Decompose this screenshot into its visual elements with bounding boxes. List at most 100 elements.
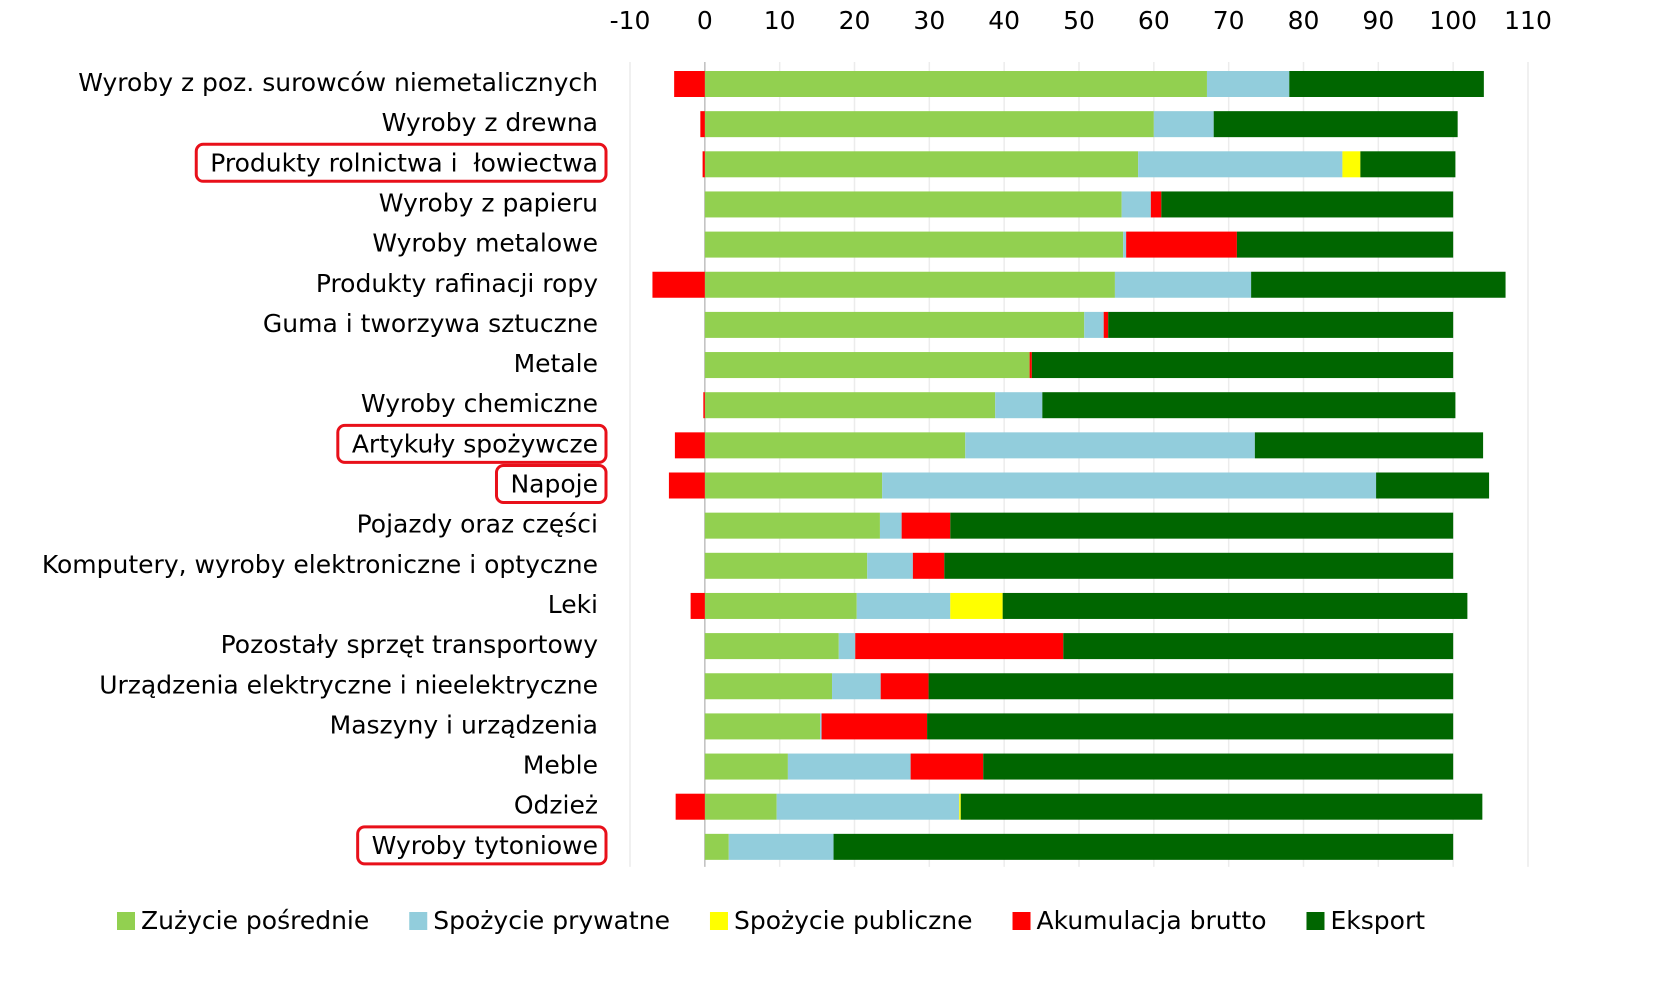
x-tick-label: -10 (610, 6, 651, 35)
bar-segment (704, 191, 1122, 218)
legend-label: Akumulacja brutto (1037, 906, 1267, 935)
bar-segment (1161, 191, 1454, 218)
bar-segment (704, 552, 868, 579)
bar-segment (882, 472, 1377, 499)
bar-segment (821, 713, 928, 740)
x-tick-label: 20 (839, 6, 871, 35)
x-tick-label: 50 (1063, 6, 1095, 35)
bar-segment (1206, 71, 1290, 97)
highlight-box (356, 825, 608, 866)
y-tick-label: Maszyny i urządzenia (330, 710, 598, 739)
bar-segment (704, 673, 833, 700)
x-tick-label: 70 (1213, 6, 1245, 35)
bar-segment (704, 753, 788, 780)
y-tick-label: Produkty rolnictwa i łowiectwa (210, 148, 598, 177)
bar-segment (1002, 592, 1468, 619)
y-tick-label: Wyroby z papieru (379, 188, 598, 217)
legend-swatch (409, 912, 428, 930)
bar-segment (1236, 231, 1454, 258)
legend-label: Eksport (1330, 906, 1425, 935)
bar-segment (1342, 151, 1361, 178)
legend-swatch (1012, 912, 1031, 930)
bar-segment (703, 392, 705, 419)
bar-segment (728, 833, 834, 860)
y-tick-label: Komputery, wyroby elektroniczne i optycz… (42, 550, 598, 579)
bar-segment (704, 271, 1115, 298)
bar-segment (704, 512, 880, 539)
bar-segment (995, 392, 1043, 419)
bar-segment (856, 592, 951, 619)
bar-segment (704, 231, 1124, 258)
highlight-box (494, 464, 608, 504)
bar-segment (704, 432, 966, 459)
bar-segment (1360, 151, 1456, 178)
y-tick-label: Wyroby tytoniowe (372, 831, 598, 860)
bar-segment (1213, 111, 1458, 138)
bar-segment (1121, 191, 1151, 218)
y-tick-label: Odzież (514, 791, 598, 820)
bar-segment (832, 673, 881, 700)
y-tick-label: Guma i tworzywa sztuczne (263, 309, 598, 338)
highlight-box (194, 142, 608, 183)
bar-segment (1126, 231, 1237, 258)
legend-label: Spożycie prywatne (433, 906, 670, 935)
bar-segment (879, 512, 902, 539)
bar-segment (1042, 392, 1456, 419)
x-tick-label: 100 (1429, 6, 1477, 35)
bar-segment (704, 793, 777, 820)
x-tick-label: 90 (1362, 6, 1394, 35)
bar-segment (700, 111, 705, 138)
x-tick-label: 40 (988, 6, 1020, 35)
y-tick-label: Napoje (510, 470, 598, 499)
y-tick-label: Meble (523, 751, 598, 780)
x-tick-label: 60 (1138, 6, 1170, 35)
y-tick-label: Wyroby z poz. surowców niemetalicznych (78, 68, 598, 97)
legend-swatch (1306, 912, 1325, 930)
bar-segment (1138, 151, 1343, 178)
legend-swatch (709, 912, 728, 930)
y-tick-label: Wyroby chemiczne (361, 389, 598, 418)
bar-segment (704, 71, 1207, 97)
bar-segment (668, 472, 705, 499)
bar-segment (675, 793, 705, 820)
bar-segment (1153, 111, 1214, 138)
bar-segment (928, 673, 1454, 700)
highlight-box (336, 423, 608, 464)
x-tick-label: 30 (913, 6, 945, 35)
y-tick-label: Pojazdy oraz części (357, 510, 598, 539)
bar-segment (1108, 311, 1454, 338)
x-tick-label: 80 (1288, 6, 1320, 35)
bar-segment (704, 633, 839, 660)
bar-segment (704, 352, 1030, 379)
y-tick-label: Wyroby z drewna (382, 108, 598, 137)
y-tick-label: Metale (514, 349, 598, 378)
bar-segment (702, 151, 705, 178)
bar-segment (950, 512, 1454, 539)
bar-segment (1103, 311, 1109, 338)
bar-segment (880, 673, 929, 700)
bar-segment (944, 552, 1454, 579)
bar-segment (1114, 271, 1252, 298)
bar-segment (704, 472, 883, 499)
bar-segment (912, 552, 945, 579)
x-tick-label: 0 (697, 6, 713, 35)
bar-segment (776, 793, 960, 820)
y-tick-label: Leki (548, 590, 598, 619)
bar-segment (1031, 352, 1454, 379)
y-tick-label: Urządzenia elektryczne i nieelektryczne (99, 670, 598, 699)
y-tick-label: Wyroby metalowe (372, 229, 598, 258)
bar-segment (927, 713, 1454, 740)
y-tick-label: Pozostały sprzęt transportowy (221, 630, 599, 659)
bar-segment (959, 793, 961, 820)
bar-segment (1063, 633, 1454, 660)
bar-segment (704, 151, 1139, 178)
bar-segment (1084, 311, 1104, 338)
bar-segment (704, 713, 821, 740)
x-tick-label: 10 (764, 6, 796, 35)
bar-segment (1123, 231, 1127, 258)
legend-label: Zużycie pośrednie (141, 906, 369, 935)
bar-segment (690, 592, 705, 619)
bar-segment (1254, 432, 1484, 459)
bar-segment (1150, 191, 1162, 218)
